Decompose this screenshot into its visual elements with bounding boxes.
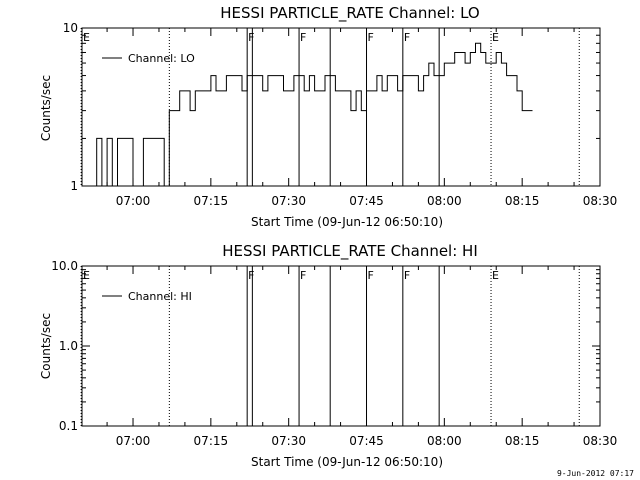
x-tick-label: 07:00: [116, 194, 151, 208]
x-tick-label: 07:30: [271, 434, 306, 448]
event-marker-label: F: [368, 269, 374, 282]
x-tick-label: 07:00: [116, 434, 151, 448]
event-marker-label: E: [83, 31, 90, 44]
panel-lo-channel: HESSI PARTICLE_RATE Channel: LO Counts/s…: [39, 4, 617, 229]
y-axis-label-lo: Counts/sec: [39, 75, 53, 141]
x-tick-label: 07:45: [349, 194, 384, 208]
event-marker-label: E: [492, 269, 499, 282]
x-tick-label: 08:30: [583, 194, 618, 208]
y-tick-label: 1: [70, 179, 78, 193]
series-line: [91, 42, 533, 187]
legend-label: Channel: HI: [128, 290, 192, 303]
panel-hi-channel: HESSI PARTICLE_RATE Channel: HI Counts/s…: [39, 242, 617, 469]
event-marker-label: E: [83, 269, 90, 282]
x-tick-label: 08:15: [505, 434, 540, 448]
event-marker-label: F: [404, 31, 410, 44]
legend-label: Channel: LO: [128, 52, 195, 65]
x-tick-label: 07:45: [349, 434, 384, 448]
event-marker-label: F: [368, 31, 374, 44]
x-tick-label: 08:00: [427, 434, 462, 448]
y-axis-label-hi: Counts/sec: [39, 313, 53, 379]
event-marker-label: F: [248, 31, 254, 44]
x-tick-label: 08:15: [505, 194, 540, 208]
event-marker-label: E: [492, 31, 499, 44]
x-axis-label-lo: Start Time (09-Jun-12 06:50:10): [251, 215, 443, 229]
x-tick-label: 07:30: [271, 194, 306, 208]
event-marker-label: F: [404, 269, 410, 282]
y-tick-label: 10: [63, 21, 78, 35]
x-tick-label: 07:15: [194, 434, 229, 448]
chart-title-hi: HESSI PARTICLE_RATE Channel: HI: [222, 242, 478, 261]
x-axis-label-hi: Start Time (09-Jun-12 06:50:10): [251, 455, 443, 469]
event-marker-label: F: [300, 31, 306, 44]
y-tick-label: 10.0: [51, 259, 78, 273]
x-tick-label: 08:00: [427, 194, 462, 208]
footer-timestamp: 9-Jun-2012 07:17: [556, 469, 634, 478]
x-tick-label: 08:30: [583, 434, 618, 448]
y-tick-label: 0.1: [59, 419, 78, 433]
event-marker-label: F: [248, 269, 254, 282]
y-tick-label: 1.0: [59, 339, 78, 353]
chart-title-lo: HESSI PARTICLE_RATE Channel: LO: [220, 4, 479, 23]
event-marker-label: F: [300, 269, 306, 282]
x-tick-label: 07:15: [194, 194, 229, 208]
